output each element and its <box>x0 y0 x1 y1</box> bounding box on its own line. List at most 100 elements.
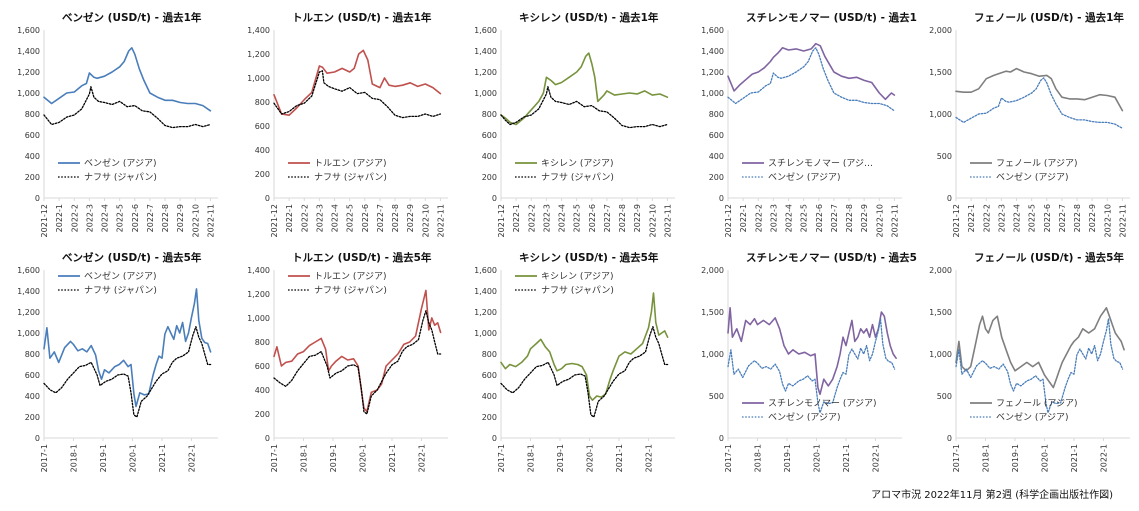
series-line-1 <box>955 67 1124 112</box>
y-tick-label: 1,000 <box>701 89 724 98</box>
legend-label: ナフサ (ジャパン) <box>84 172 157 183</box>
x-tick-label: 2018-1 <box>981 444 990 472</box>
y-tick-label: 600 <box>709 131 724 140</box>
y-tick-label: 0 <box>492 194 497 203</box>
x-tick-label: 2022-7 <box>1058 204 1067 232</box>
x-tick-label: 2022-7 <box>146 204 155 232</box>
y-tick-label: 2,000 <box>701 266 724 275</box>
legend-label: ベンゼン (アジア) <box>768 411 841 423</box>
y-tick-label: 1,500 <box>929 308 952 317</box>
y-tick-label: 0 <box>492 434 497 443</box>
legend-label: ナフサ (ジャパン) <box>314 172 387 183</box>
y-tick-label: 1,000 <box>929 350 952 359</box>
y-tick-label: 600 <box>25 131 40 140</box>
y-tick-label: 1,200 <box>17 308 40 317</box>
x-tick-label: 2022-1 <box>871 444 880 472</box>
x-tick-label: 2021-12 <box>724 204 733 237</box>
x-tick-label: 2022-1 <box>417 444 426 472</box>
x-tick-label: 2020-1 <box>358 444 367 472</box>
chart-title: ベンゼン (USD/t) - 過去5年 <box>62 251 202 264</box>
x-tick-label: 2018-1 <box>299 444 308 472</box>
y-tick-label: 0 <box>947 434 952 443</box>
series-line-1 <box>273 289 442 413</box>
legend-label: フェノール (アジア) <box>996 159 1078 169</box>
chart-svg-3: キシレン (USD/t) - 過去1年 0 200 400 600 800 1,000 1,2… <box>474 11 675 237</box>
legend-label: トルエン (アジア) <box>314 272 387 282</box>
y-tick-label: 400 <box>255 386 270 395</box>
y-tick-label: 400 <box>25 392 40 401</box>
x-tick-label: 2022-1 <box>512 204 521 232</box>
y-tick-label: 1,400 <box>474 47 497 56</box>
y-tick-label: 1,200 <box>474 68 497 77</box>
x-tick-label: 2021-12 <box>497 204 506 237</box>
x-tick-label: 2022-4 <box>558 204 567 232</box>
x-tick-label: 2022-8 <box>391 204 400 232</box>
x-tick-label: 2022-10 <box>421 204 430 237</box>
legend-label: ベンゼン (アジア) <box>84 270 157 282</box>
x-tick-label: 2019-1 <box>556 444 565 472</box>
series-line-2 <box>273 310 442 415</box>
y-tick-label: 1,200 <box>247 50 270 59</box>
legend-label: キシレン (アジア) <box>541 272 614 282</box>
x-tick-label: 2022-6 <box>1043 204 1052 232</box>
chart-svg-9: スチレンモノマー (USD/t) - 過去5 0 500 1,000 1,500 2,00… <box>701 251 917 472</box>
legend-label: ベンゼン (アジア) <box>84 157 157 169</box>
x-tick-label: 2022-1 <box>187 444 196 472</box>
y-tick-label: 2,000 <box>929 26 952 35</box>
y-tick-label: 1,000 <box>474 89 497 98</box>
x-tick-label: 2022-1 <box>644 444 653 472</box>
chart-panel-7: トルエン (USD/t) - 過去5年 0 200 400 600 800 1,000 1,2… <box>230 248 452 488</box>
y-tick-label: 200 <box>25 413 40 422</box>
legend-label: ナフサ (ジャパン) <box>541 285 614 296</box>
chart-svg-1: ベンゼン (USD/t) - 過去1年 0 200 400 600 800 1,000 1,2… <box>17 11 218 237</box>
x-tick-label: 2021-1 <box>158 444 167 472</box>
x-tick-label: 2022-2 <box>527 204 536 232</box>
y-tick-label: 1,400 <box>701 47 724 56</box>
y-tick-label: 200 <box>482 173 497 182</box>
chart-title: スチレンモノマー (USD/t) - 過去5 <box>746 251 917 264</box>
x-tick-label: 2020-1 <box>128 444 137 472</box>
x-tick-label: 2022-1 <box>1099 444 1108 472</box>
y-tick-label: 1,400 <box>474 287 497 296</box>
x-tick-label: 2022-9 <box>176 204 185 232</box>
chart-svg-8: キシレン (USD/t) - 過去5年 0 200 400 600 800 1,000 1,2… <box>474 251 675 472</box>
x-tick-label: 2021-1 <box>1070 444 1079 472</box>
x-tick-label: 2022-8 <box>845 204 854 232</box>
chart-svg-10: フェノール (USD/t) - 過去5年 0 500 1,000 1,500 2,000 2… <box>929 251 1130 472</box>
y-tick-label: 0 <box>719 434 724 443</box>
x-tick-label: 2020-1 <box>812 444 821 472</box>
x-tick-label: 2022-10 <box>191 204 200 237</box>
x-tick-label: 2022-9 <box>860 204 869 232</box>
y-tick-label: 1,200 <box>247 290 270 299</box>
chart-svg-6: ベンゼン (USD/t) - 過去5年 0 200 400 600 800 1,000 1,2… <box>17 251 218 472</box>
y-tick-label: 1,600 <box>474 26 497 35</box>
y-tick-label: 800 <box>255 98 270 107</box>
x-tick-label: 2017-1 <box>497 444 506 472</box>
series-line-1 <box>500 292 669 401</box>
series-line-2 <box>727 47 896 112</box>
x-tick-label: 2017-1 <box>270 444 279 472</box>
y-tick-label: 200 <box>25 173 40 182</box>
legend-label: ベンゼン (アジア) <box>996 171 1069 183</box>
x-tick-label: 2019-1 <box>783 444 792 472</box>
x-tick-label: 2022-5 <box>573 204 582 232</box>
x-tick-label: 2018-1 <box>69 444 78 472</box>
y-tick-label: 1,600 <box>701 26 724 35</box>
legend-label: ナフサ (ジャパン) <box>541 172 614 183</box>
x-tick-label: 2022-5 <box>1028 204 1037 232</box>
series-line-2 <box>955 77 1124 129</box>
x-tick-label: 2021-12 <box>270 204 279 237</box>
y-tick-label: 1,400 <box>17 47 40 56</box>
chart-panel-8: キシレン (USD/t) - 過去5年 0 200 400 600 800 1,000 1,2… <box>457 248 679 488</box>
y-tick-label: 600 <box>255 362 270 371</box>
y-tick-label: 1,200 <box>701 68 724 77</box>
series-line-2 <box>727 318 896 414</box>
x-tick-label: 2022-11 <box>1118 204 1127 237</box>
series-line-1 <box>43 47 212 112</box>
x-tick-label: 2021-12 <box>952 204 961 237</box>
y-tick-label: 1,000 <box>17 89 40 98</box>
y-tick-label: 600 <box>482 131 497 140</box>
y-tick-label: 600 <box>482 371 497 380</box>
legend-label: トルエン (アジア) <box>314 159 387 169</box>
